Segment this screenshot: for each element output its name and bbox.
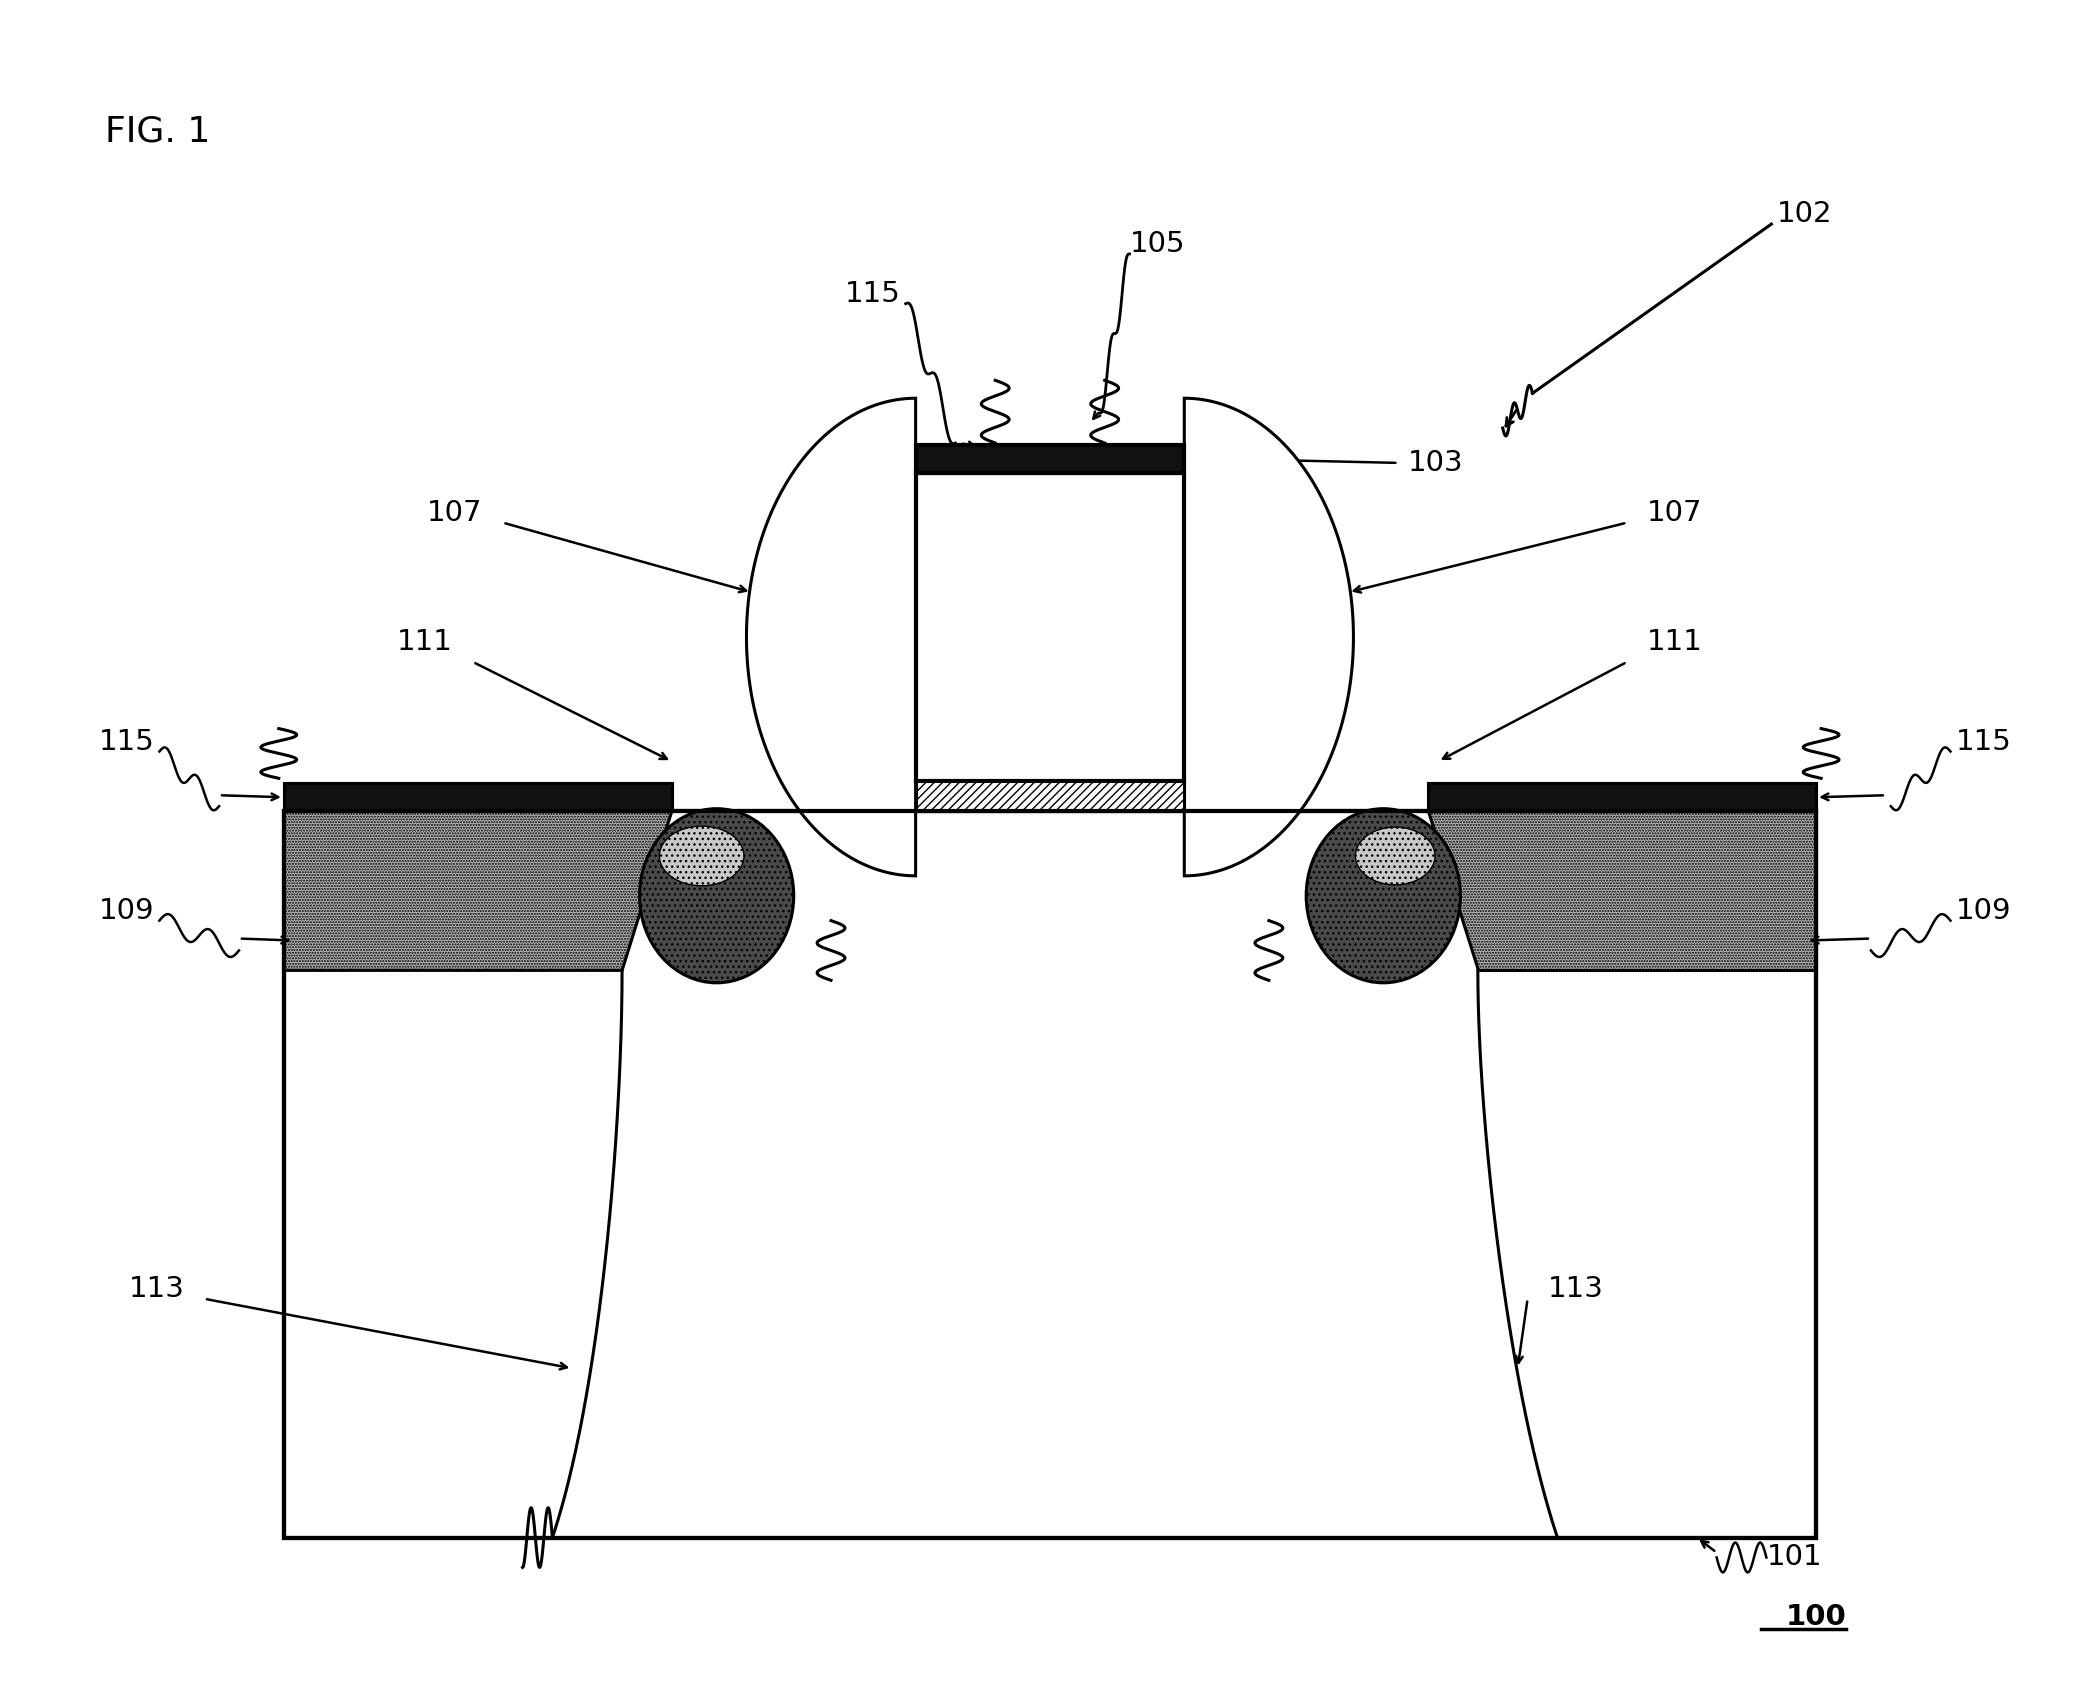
Bar <box>283 812 1817 1537</box>
Bar <box>283 783 672 812</box>
Bar <box>916 445 1184 473</box>
Text: 115: 115 <box>845 279 901 308</box>
Text: 103: 103 <box>1409 448 1463 477</box>
Ellipse shape <box>1355 827 1436 884</box>
Text: 109: 109 <box>100 896 154 925</box>
Text: 107: 107 <box>1646 499 1702 526</box>
Text: 113: 113 <box>1548 1275 1602 1302</box>
Polygon shape <box>283 812 672 971</box>
Text: 113: 113 <box>129 1275 185 1302</box>
Bar <box>916 781 1184 812</box>
Polygon shape <box>747 397 916 876</box>
Text: 115: 115 <box>1956 727 2010 756</box>
Bar <box>283 783 672 812</box>
Bar <box>1428 783 1817 812</box>
Ellipse shape <box>1307 808 1461 982</box>
Bar <box>916 781 1184 812</box>
Bar <box>916 473 1184 781</box>
Text: FIG. 1: FIG. 1 <box>104 115 210 149</box>
Bar <box>1428 783 1817 812</box>
Polygon shape <box>1184 397 1353 876</box>
Text: 107: 107 <box>427 499 483 526</box>
Text: 109: 109 <box>1956 896 2010 925</box>
Bar <box>283 812 1817 1537</box>
Ellipse shape <box>639 808 793 982</box>
Ellipse shape <box>660 827 745 886</box>
Text: 101: 101 <box>1767 1544 1823 1571</box>
Text: 111: 111 <box>397 627 454 656</box>
Text: 102: 102 <box>1777 200 1831 228</box>
Text: 111: 111 <box>1646 627 1702 656</box>
Text: 115: 115 <box>98 727 154 756</box>
Text: 100: 100 <box>1785 1603 1846 1632</box>
Text: 105: 105 <box>1130 230 1184 259</box>
Polygon shape <box>1428 812 1817 971</box>
